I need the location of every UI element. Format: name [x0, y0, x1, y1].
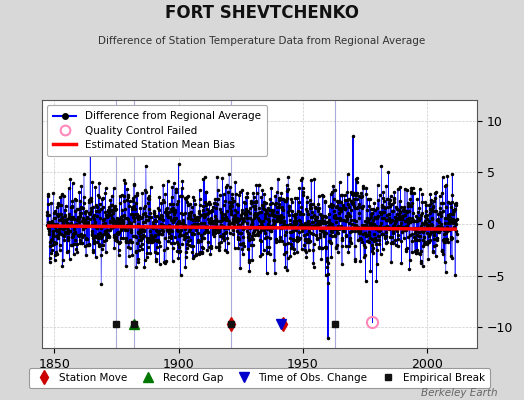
- Text: Difference of Station Temperature Data from Regional Average: Difference of Station Temperature Data f…: [99, 36, 425, 46]
- Legend: Difference from Regional Average, Quality Control Failed, Estimated Station Mean: Difference from Regional Average, Qualit…: [47, 105, 267, 156]
- Legend: Station Move, Record Gap, Time of Obs. Change, Empirical Break: Station Move, Record Gap, Time of Obs. C…: [29, 368, 490, 388]
- Text: Berkeley Earth: Berkeley Earth: [421, 388, 498, 398]
- Text: FORT SHEVTCHENKO: FORT SHEVTCHENKO: [165, 4, 359, 22]
